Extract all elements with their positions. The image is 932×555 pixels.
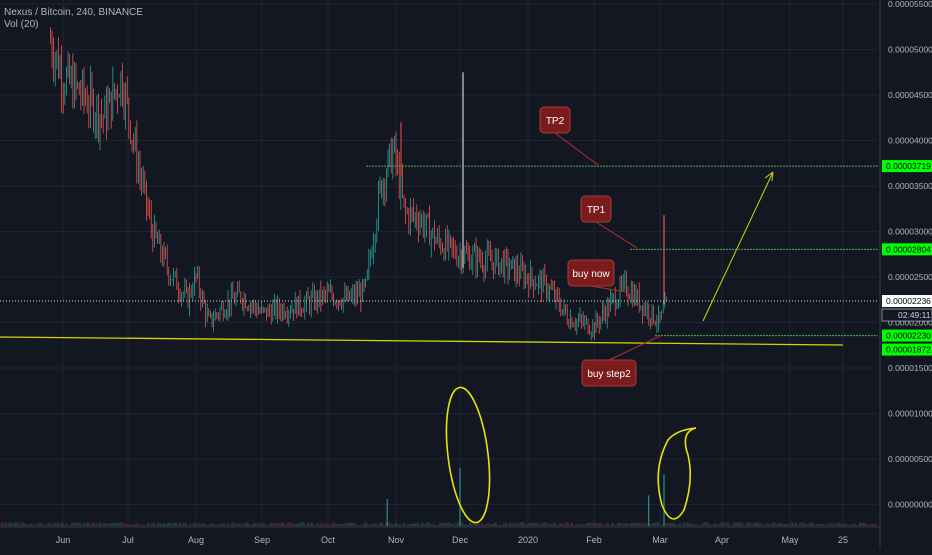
price-tick-label: 0.00005500 bbox=[888, 0, 932, 9]
time-tick-label: 2020 bbox=[518, 535, 538, 545]
time-tick-label: Feb bbox=[586, 535, 602, 545]
buy-step2-price-tag bbox=[882, 343, 932, 356]
price-tick-label: 0.00000500 bbox=[888, 454, 932, 464]
tp2-callout-pointer bbox=[554, 132, 599, 166]
buy-now-price-tag bbox=[882, 329, 932, 342]
time-tick-label: Aug bbox=[188, 535, 204, 545]
time-tick-label: Oct bbox=[321, 535, 336, 545]
price-tick-label: 0.00003000 bbox=[888, 227, 932, 237]
countdown-tag-text: 02:49:11 bbox=[898, 310, 931, 320]
time-tick-label: May bbox=[781, 535, 799, 545]
buy-step2-price-tag-text: 0.00001872 bbox=[886, 345, 931, 355]
time-tick-label: Apr bbox=[715, 535, 729, 545]
time-tick-label: Jul bbox=[122, 535, 134, 545]
price-tick-label: 0.00003500 bbox=[888, 181, 932, 191]
projection-arrowhead bbox=[764, 171, 774, 182]
time-tick-label: Dec bbox=[452, 535, 469, 545]
volume-highlight-ellipse bbox=[445, 386, 491, 524]
support-trendline bbox=[0, 336, 844, 346]
buy-now-callout-pointer bbox=[590, 285, 627, 293]
tp1-price-tag-text: 0.00002804 bbox=[886, 244, 931, 254]
price-tick-label: 0.00002500 bbox=[888, 272, 932, 282]
countdown-tag bbox=[881, 308, 932, 322]
tp2-price-tag-text: 0.00003719 bbox=[886, 161, 931, 171]
buy-now-price-tag-text: 0.00002230 bbox=[886, 331, 931, 341]
projection-arrow bbox=[702, 171, 774, 322]
volume-indicator-label: Vol (20) bbox=[4, 19, 39, 30]
price-tick-label: 0.00001000 bbox=[888, 409, 932, 419]
time-tick-label: Sep bbox=[254, 535, 270, 545]
buy-step2-callout-label: buy step2 bbox=[587, 369, 631, 380]
tp1-callout-pointer bbox=[595, 221, 638, 249]
tp1-price-tag bbox=[882, 243, 932, 256]
time-tick-label: Mar bbox=[652, 535, 668, 545]
volume-highlight-ellipse bbox=[657, 427, 697, 520]
time-tick-label: 25 bbox=[838, 535, 848, 545]
tp2-callout-label: TP2 bbox=[546, 116, 565, 127]
time-tick-label: Nov bbox=[388, 535, 405, 545]
price-tick-label: 0.00002000 bbox=[888, 318, 932, 328]
price-tick-label: 0.00001500 bbox=[888, 363, 932, 373]
tp1-callout-label: TP1 bbox=[587, 205, 606, 216]
price-tick-label: 0.00000000 bbox=[888, 500, 932, 510]
buy-step2-callout-pointer bbox=[608, 335, 661, 361]
buy-now-callout-label: buy now bbox=[572, 269, 610, 280]
current-price-tag-text: 0.00002236 bbox=[886, 296, 931, 306]
price-tick-label: 0.00005000 bbox=[888, 45, 932, 55]
time-tick-label: Jun bbox=[56, 535, 71, 545]
price-tick-label: 0.00004500 bbox=[888, 90, 932, 100]
price-tick-label: 0.00004000 bbox=[888, 136, 932, 146]
tp2-price-tag bbox=[882, 160, 932, 173]
chart-header: Nexus / Bitcoin, 240, BINANCE Vol (20) bbox=[4, 7, 143, 31]
current-price-tag bbox=[882, 295, 932, 308]
symbol-title: Nexus / Bitcoin, 240, BINANCE bbox=[4, 7, 143, 18]
